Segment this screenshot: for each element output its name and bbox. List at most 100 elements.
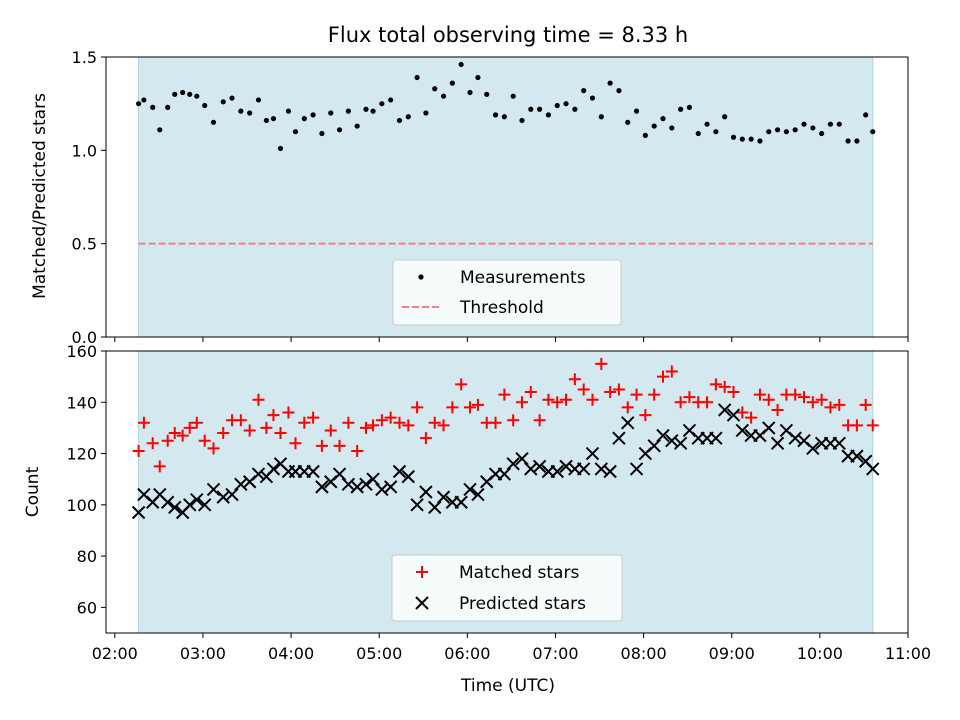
measurement-point [686, 104, 693, 110]
matched-star-point [419, 432, 432, 445]
x-tick-label: 05:00 [356, 644, 402, 663]
x-tick-label: 11:00 [885, 644, 931, 663]
measurement-point [363, 106, 369, 112]
matched-star-point [190, 416, 203, 429]
predicted-star-point [866, 462, 880, 476]
predicted-star-point [594, 462, 609, 476]
count-legend-box [391, 554, 623, 622]
measurement-point [810, 125, 816, 131]
matched-star-point [727, 386, 740, 399]
measurement-point [440, 93, 447, 99]
matched-star-point [507, 414, 520, 427]
predicted-star-point [225, 487, 239, 502]
measurement-point [247, 110, 253, 116]
predicted-star-point [726, 408, 741, 422]
measurement-point [739, 136, 745, 142]
measurement-point [379, 101, 385, 107]
ratio-y-ticks: 0.0 0.5 1.0 1.5 [72, 48, 106, 347]
measurement-point [229, 95, 235, 101]
measurement-point [180, 89, 186, 96]
matched-star-point [274, 427, 287, 440]
predicted-star-point [673, 436, 688, 450]
matched-star-point [753, 388, 766, 401]
matched-star-point [384, 411, 397, 424]
predicted-star-point [665, 434, 679, 448]
matched-star-point [771, 403, 784, 416]
matched-star-point [515, 396, 528, 409]
measurement-point [285, 108, 292, 114]
ratio-legend-box [392, 259, 622, 326]
measurement-point [301, 116, 307, 122]
measurement-point [819, 130, 825, 137]
matched-star-point [806, 396, 819, 409]
matched-star-point [168, 427, 181, 440]
matched-star-point [674, 396, 687, 409]
matched-star-point [595, 357, 608, 370]
matched-star-point [375, 414, 388, 427]
measurement-point [255, 97, 262, 103]
matched-star-point [656, 370, 669, 383]
predicted-star-point [629, 462, 644, 476]
measurement-point [354, 123, 360, 129]
matched-star-point [789, 388, 802, 401]
predicted-star-point [612, 431, 626, 445]
predicted-star-point [550, 464, 564, 479]
measurement-point [172, 91, 178, 97]
measurement-point [210, 119, 217, 125]
y-tick-label: 0.0 [72, 328, 97, 347]
matched-star-point [683, 391, 696, 404]
matched-star-point [736, 406, 749, 419]
measurement-point [432, 86, 438, 92]
x-tick-label: 02:00 [92, 644, 138, 663]
matched-star-point [639, 409, 652, 422]
measurement-point [581, 88, 587, 94]
measurement-point [270, 116, 277, 122]
measurement-point [345, 108, 351, 114]
matched-star-point [665, 365, 678, 378]
measurement-point [827, 121, 834, 127]
matched-star-point [630, 388, 643, 401]
count-legend: Matched stars Predicted stars [391, 554, 623, 622]
predicted-legend-label: Predicted stars [459, 594, 586, 614]
measurement-point [870, 129, 876, 135]
ratio-x-ticks [114, 337, 909, 342]
predicted-star-point [383, 480, 398, 494]
matched-star-point [207, 442, 220, 455]
measurement-point [458, 61, 464, 68]
predicted-star-point [463, 482, 477, 497]
matched-star-point [701, 396, 714, 409]
predicted-star-point [401, 469, 415, 484]
y-tick-label: 120 [66, 445, 97, 464]
predicted-star-point [341, 477, 356, 492]
matched-star-point [489, 416, 502, 429]
measurement-point [150, 104, 156, 110]
measurement-point [310, 112, 316, 118]
predicted-star-point [350, 480, 364, 494]
predicted-star-point [471, 487, 485, 502]
measurement-point [519, 117, 525, 124]
measurement-point [220, 99, 226, 105]
y-tick-label: 1.0 [72, 141, 97, 160]
measurement-point [136, 101, 142, 107]
predicted-star-point [850, 449, 864, 463]
matched-star-point [718, 380, 731, 393]
matched-star-point [198, 434, 211, 447]
measurement-point [766, 129, 772, 135]
count-y-axis-label: Count [23, 466, 43, 517]
matched-star-point [137, 416, 150, 429]
predicted-star-point [306, 464, 320, 479]
matched-star-point [745, 411, 758, 424]
matched-star-point [367, 419, 380, 432]
matched-star-point [648, 388, 661, 401]
predicted-star-point [603, 464, 617, 479]
measurement-point [589, 95, 596, 101]
matched-star-point [333, 439, 346, 452]
y-tick-label: 140 [66, 393, 97, 412]
matched-star-point [289, 437, 302, 450]
predicted-star-point [515, 451, 529, 466]
matched-star-point [402, 419, 415, 432]
predicted-star-point [762, 421, 776, 435]
measurement-point [607, 80, 613, 86]
matched-star-point [359, 421, 372, 434]
measurement-point [187, 91, 193, 97]
